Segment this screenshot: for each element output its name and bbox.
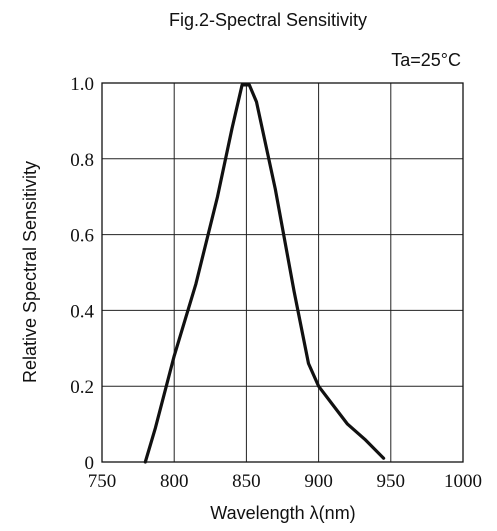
x-tick-label: 800 [160, 471, 189, 492]
x-tick-label: 1000 [444, 471, 482, 492]
data-point [216, 195, 219, 198]
y-tick-label: 0.2 [70, 377, 94, 398]
chart-title: Fig.2-Spectral Sensitivity [169, 10, 367, 30]
data-point [346, 423, 349, 425]
data-point [255, 101, 258, 103]
y-tick-label: 0.8 [70, 150, 94, 171]
data-point [293, 290, 295, 293]
data-point [195, 283, 197, 285]
chart-annotation: Ta=25°C [391, 50, 461, 70]
data-point [364, 438, 366, 441]
data-point [173, 355, 175, 357]
data-point [332, 404, 334, 406]
x-tick-label: 850 [232, 471, 261, 492]
y-axis-label: Relative Spectral Sensitivity [20, 161, 40, 383]
series-line [143, 83, 386, 464]
y-tick-label: 0.4 [70, 301, 94, 322]
data-point [382, 457, 385, 460]
data-point [317, 385, 320, 388]
series-layer [143, 83, 386, 464]
plot-frame [101, 82, 464, 463]
y-tick-label: 0 [85, 453, 95, 474]
x-axis-label: Wavelength λ(nm) [210, 503, 355, 523]
x-tick-label: 950 [377, 471, 406, 492]
data-point [241, 84, 243, 86]
x-tick-label: 750 [88, 471, 117, 492]
y-tick-label: 1.0 [70, 74, 94, 95]
y-tick-label: 0.6 [70, 226, 94, 247]
tick-labels: 750 800 850 900 950 1000 0 0.2 0.4 0.6 0.8 1.0 [70, 74, 482, 492]
x-tick-label: 900 [304, 471, 333, 492]
data-point [248, 84, 251, 86]
data-point [144, 461, 147, 463]
data-point [307, 362, 310, 365]
grid [102, 83, 463, 462]
data-point [231, 127, 233, 130]
plot-border [101, 82, 464, 463]
data-point [274, 188, 277, 190]
data-point [154, 427, 157, 429]
